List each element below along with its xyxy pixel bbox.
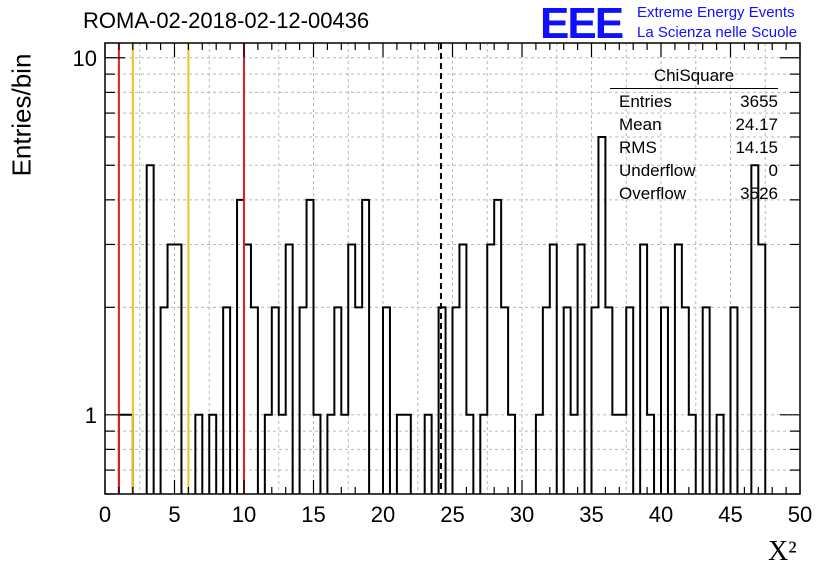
stats-label: Overflow [619,184,687,203]
x-tick-label: 20 [371,502,395,527]
histogram-bin [168,244,175,494]
histogram-bin [480,415,487,494]
stats-label: Entries [619,92,672,111]
histogram-bin [119,415,126,494]
run-title: ROMA-02-2018-02-12-00436 [83,8,370,33]
histogram-bin [703,307,710,494]
histogram-bin [126,415,133,494]
histogram-bin [355,307,362,494]
x-tick-label: 0 [99,502,111,527]
x-tick-label: 25 [440,502,464,527]
logo-caption: Extreme Energy Events La Scienza nelle S… [637,3,797,43]
histogram-bin [327,415,334,494]
histogram-bin [223,307,230,494]
histogram-bin [564,307,571,494]
stats-label: RMS [619,138,657,157]
histogram-bin [397,415,404,494]
stats-row-overflow: Overflow 3526 [610,182,778,205]
histogram-bin [612,415,619,494]
stats-value: 24.17 [735,115,778,134]
stats-value: 14.15 [735,138,778,157]
y-axis-label: Entries/bin [6,53,37,177]
histogram-bin [508,415,515,494]
histogram-bin [286,244,293,494]
stats-value: 3655 [740,92,778,111]
histogram-bin [578,244,585,494]
x-tick-label: 40 [649,502,673,527]
histogram-bin [598,137,605,494]
histogram-bin [689,415,696,494]
histogram-bin [175,244,182,494]
y-tick-label: 10 [73,46,97,71]
histogram-bin [466,415,473,494]
histogram-bin [404,415,411,494]
histogram-bin [605,307,612,494]
histogram-bin [731,307,738,494]
stats-row-underflow: Underflow 0 [610,159,778,182]
histogram-bin [459,244,466,494]
stats-row-entries: Entries 3655 [610,90,778,113]
histogram-bin [439,307,446,494]
x-axis-label: X² [768,536,797,567]
histogram-bin [453,307,460,494]
histogram-bin [536,415,543,494]
x-tick-label: 50 [788,502,812,527]
histogram-bin [501,307,508,494]
histogram-bin [640,244,647,494]
histogram-bin [300,307,307,494]
logo-caption-line2: La Scienza nelle Scuole [637,24,798,41]
histogram-bin [279,415,286,494]
x-tick-label: 30 [510,502,534,527]
histogram-outline [117,135,767,494]
histogram-bin [758,244,765,494]
histogram-bin [717,415,724,494]
histogram-bin [751,165,758,494]
stats-box-title: ChiSquare [610,66,778,89]
histogram-bin [348,244,355,494]
stats-row-mean: Mean 24.17 [610,113,778,136]
x-tick-label: 45 [718,502,742,527]
x-tick-label: 35 [579,502,603,527]
histogram-bin [265,415,272,494]
histogram-bin [543,307,550,494]
histogram-bin [334,307,341,494]
histogram-bin [147,165,154,494]
histogram-bin [314,415,321,494]
histogram-bin [487,244,494,494]
histogram-bin [661,307,668,494]
logo-caption-line1: Extreme Energy Events [637,4,795,21]
histogram-bin [209,415,216,494]
histogram-bin [682,307,689,494]
histogram-bin [272,307,279,494]
x-tick-label: 10 [232,502,256,527]
stats-label: Mean [619,115,662,134]
histogram-bin [383,307,390,494]
histogram-bin [626,307,633,494]
histogram-bin [550,244,557,494]
stats-row-rms: RMS 14.15 [610,136,778,159]
stats-value: 0 [768,161,778,180]
histogram-bin [195,415,202,494]
histogram-bin [425,415,432,494]
y-tick-label: 1 [85,403,97,428]
stats-value: 3526 [740,184,778,203]
histogram-bin [619,415,626,494]
histogram-bin [571,415,578,494]
histogram-bin [244,244,251,494]
histogram-bin [592,307,599,494]
x-tick-label: 5 [168,502,180,527]
stats-label: Underflow [619,161,696,180]
histogram-bin [251,307,258,494]
stats-box: ChiSquare Entries 3655 Mean 24.17 RMS 14… [610,66,778,205]
histogram-bin [341,415,348,494]
histogram-bin [675,244,682,494]
x-tick-label: 15 [301,502,325,527]
histogram-bin [161,307,168,494]
histogram-bin [647,415,654,494]
eee-logo: EEE [540,0,624,48]
